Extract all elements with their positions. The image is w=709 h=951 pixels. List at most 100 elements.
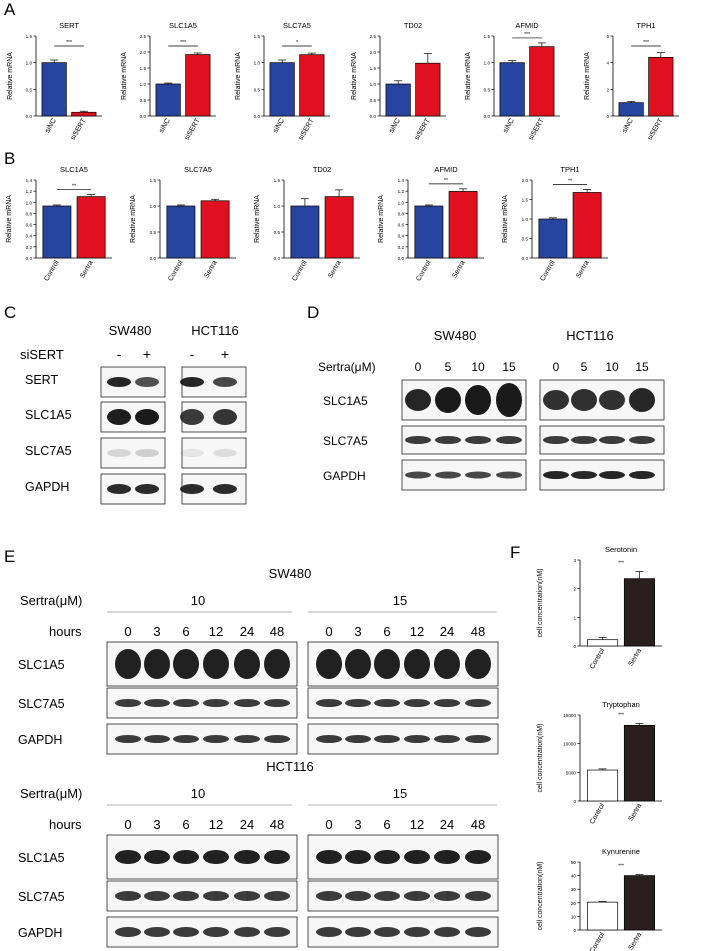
treatment-label: Sertra(μM) bbox=[20, 786, 82, 801]
blot-band bbox=[345, 699, 371, 707]
y-tick-label: 0.5 bbox=[484, 87, 491, 92]
y-tick-label: 5000 bbox=[566, 770, 577, 775]
blot-band bbox=[465, 471, 491, 479]
category-label: Sertra bbox=[628, 647, 644, 667]
chart-title: TPH1 bbox=[636, 21, 655, 30]
y-tick-label: 0 bbox=[606, 114, 609, 119]
y-tick-label: 0.5 bbox=[522, 237, 529, 242]
dose-label: 15 bbox=[635, 360, 649, 374]
blot-band bbox=[115, 850, 141, 864]
bar bbox=[185, 54, 211, 117]
category-label: Sertra bbox=[203, 259, 219, 279]
blot-band bbox=[629, 388, 655, 412]
blot-band bbox=[599, 436, 625, 444]
y-axis-label: Relative mRNA bbox=[121, 52, 128, 100]
blot-band bbox=[173, 927, 199, 937]
blot-band bbox=[496, 383, 522, 417]
bar bbox=[448, 191, 478, 259]
y-tick-label: 1.4 bbox=[26, 178, 33, 183]
hours-label: hours bbox=[49, 624, 82, 639]
blot-band bbox=[316, 649, 342, 679]
blot-band bbox=[180, 409, 204, 425]
blot-band bbox=[404, 891, 430, 901]
blot-band bbox=[599, 390, 625, 410]
y-axis-label: cell concentration(nM) bbox=[537, 862, 544, 931]
y-tick-label: 2.5 bbox=[370, 34, 377, 39]
blot-band bbox=[465, 436, 491, 444]
dose-label: 5 bbox=[445, 360, 452, 374]
panel-letter-f: F bbox=[510, 543, 521, 562]
blot-band bbox=[405, 389, 431, 411]
blot-band bbox=[434, 735, 460, 743]
bar bbox=[623, 875, 655, 931]
chart-title: AFMID bbox=[515, 21, 539, 30]
protein-label: GAPDH bbox=[25, 480, 69, 494]
dose-label: 15 bbox=[393, 786, 407, 801]
blot-band bbox=[374, 927, 400, 937]
y-tick-label: 1.2 bbox=[398, 189, 405, 194]
treatment-label: siSERT bbox=[20, 347, 64, 362]
y-tick-label: 0.5 bbox=[150, 230, 157, 235]
hour-label: 24 bbox=[440, 817, 454, 832]
y-tick-label: 2.5 bbox=[140, 34, 147, 39]
blot-band bbox=[213, 409, 237, 425]
hour-label: 12 bbox=[410, 624, 424, 639]
category-label: siSERT bbox=[647, 117, 665, 142]
cell-line-label: HCT116 bbox=[566, 328, 613, 343]
blot-band bbox=[543, 390, 569, 410]
y-tick-label: 1.5 bbox=[140, 66, 147, 71]
blot-band bbox=[234, 735, 260, 743]
protein-label: SERT bbox=[25, 373, 58, 387]
hour-label: 12 bbox=[410, 817, 424, 832]
chart-title: SLC7A5 bbox=[283, 21, 311, 30]
hour-label: 24 bbox=[240, 624, 254, 639]
blot-band bbox=[115, 891, 141, 901]
bar bbox=[269, 62, 295, 117]
blot-band bbox=[264, 850, 290, 864]
bar bbox=[324, 196, 354, 259]
cell-line-label: SW480 bbox=[109, 323, 152, 338]
y-tick-label: 1.0 bbox=[140, 82, 147, 87]
y-tick-label: 0.0 bbox=[370, 114, 377, 119]
blot-band bbox=[316, 699, 342, 707]
category-label: Sertra bbox=[628, 802, 644, 822]
blot-band bbox=[144, 850, 170, 864]
bar bbox=[529, 46, 555, 117]
blot-band bbox=[180, 449, 204, 457]
dose-label: 10 bbox=[605, 360, 619, 374]
y-tick-label: 10 bbox=[571, 914, 577, 919]
significance-marker: ** bbox=[444, 178, 448, 184]
blot-band bbox=[173, 891, 199, 901]
y-tick-label: 0.5 bbox=[370, 98, 377, 103]
category-label: Control bbox=[43, 259, 61, 282]
bar bbox=[299, 54, 325, 117]
y-tick-label: 1.5 bbox=[522, 198, 529, 203]
bar bbox=[587, 901, 619, 931]
treatment-label: Sertra(μM) bbox=[318, 360, 376, 374]
blot-membrane-hct116 bbox=[181, 437, 247, 469]
blot-band bbox=[173, 735, 199, 743]
blot-band bbox=[465, 385, 491, 415]
bar bbox=[166, 205, 196, 259]
y-tick-label: 0 bbox=[573, 644, 576, 649]
protein-label: GAPDH bbox=[18, 926, 62, 940]
dose-label: 0 bbox=[415, 360, 422, 374]
category-label: siNC bbox=[272, 118, 286, 135]
dose-label: 5 bbox=[581, 360, 588, 374]
category-label: siSERT bbox=[414, 117, 432, 142]
y-tick-label: 30 bbox=[571, 887, 577, 892]
category-label: Control bbox=[291, 259, 309, 282]
y-axis-label: Relative mRNA bbox=[378, 195, 385, 243]
blot-band bbox=[144, 699, 170, 707]
hour-label: 48 bbox=[270, 817, 284, 832]
blot-band bbox=[405, 436, 431, 444]
bar bbox=[572, 192, 602, 259]
blot-band bbox=[115, 927, 141, 937]
bar bbox=[155, 83, 181, 117]
panel-letter-d: D bbox=[307, 303, 320, 322]
blot-band bbox=[264, 699, 290, 707]
y-tick-label: 1.2 bbox=[26, 189, 33, 194]
hour-label: 12 bbox=[209, 817, 223, 832]
significance-marker: *** bbox=[618, 713, 624, 719]
category-label: siSERT bbox=[528, 117, 546, 142]
